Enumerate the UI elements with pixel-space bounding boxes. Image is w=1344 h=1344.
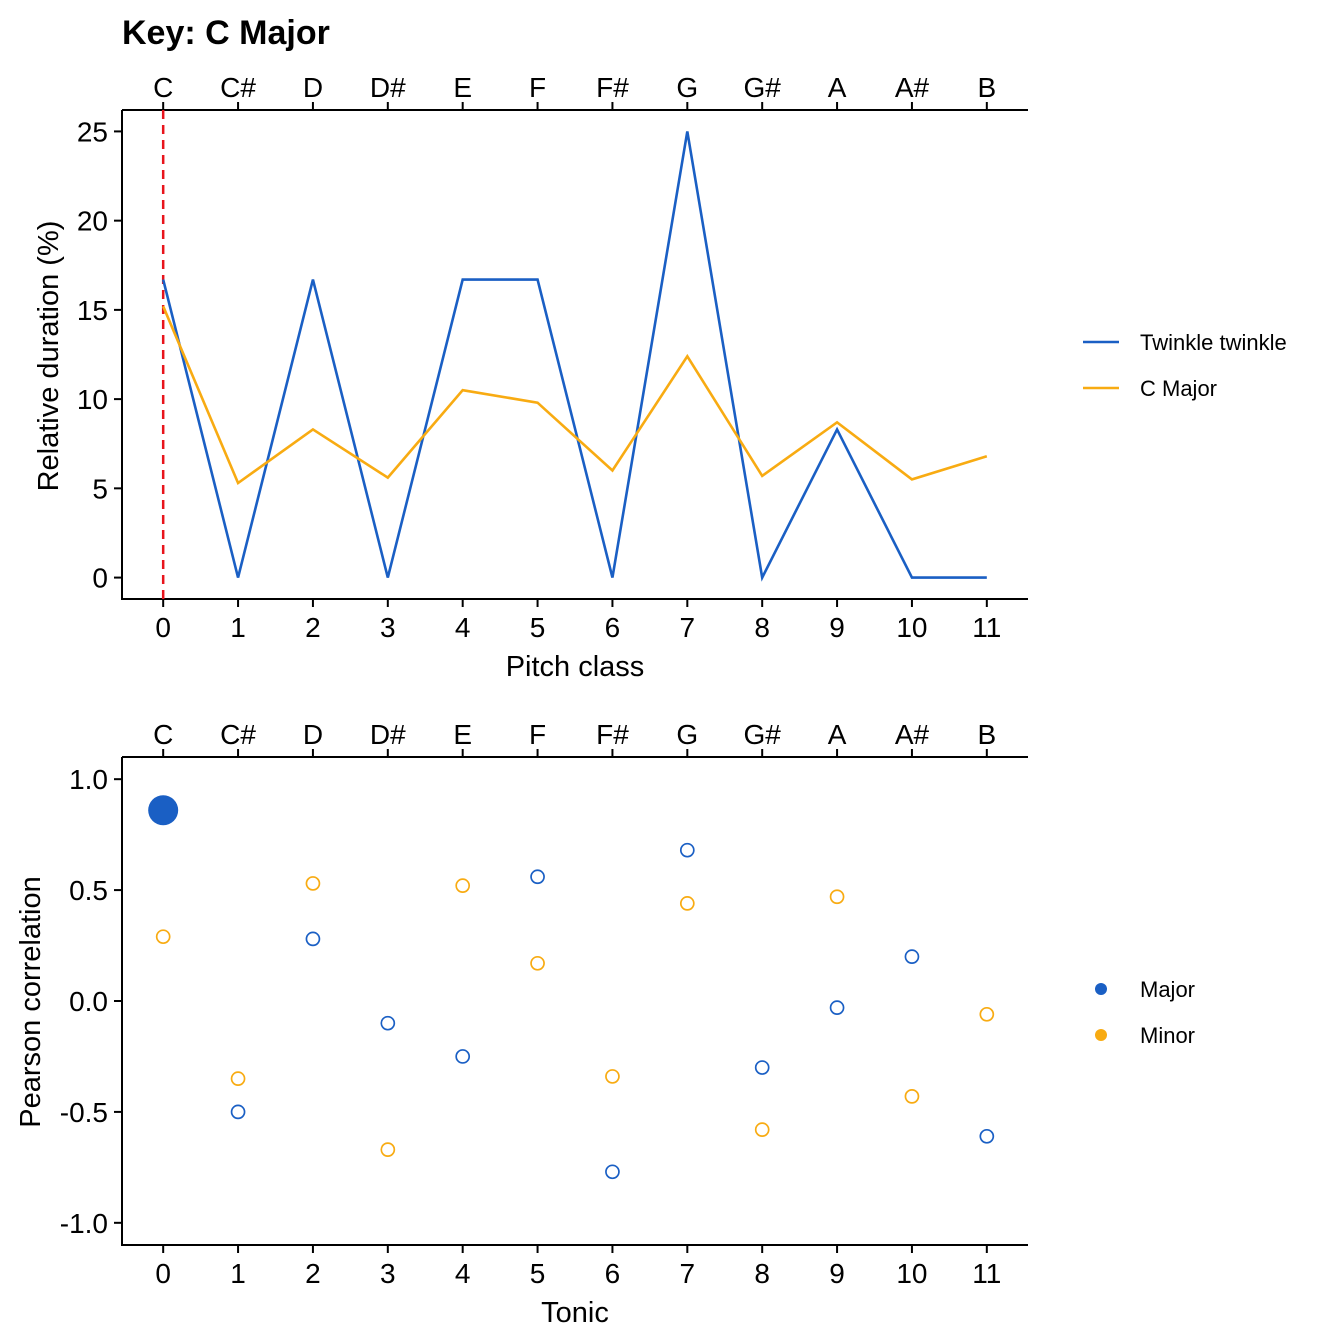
- top-tick-label: G: [676, 72, 698, 103]
- pitch-class-duration-chart: 0 C 1 C# 2 D 3 D# 4 E 5 F 6 F# 7 G 8 G# 9 A 10 A# 11 B 0 5 10 15 20 2…: [33, 72, 1287, 683]
- top-tick-label: G#: [744, 72, 782, 103]
- y-axis-title: Pearson correlation: [15, 876, 47, 1127]
- top-tick-label: A: [828, 72, 847, 103]
- y-tick-label: -0.5: [60, 1097, 108, 1128]
- x-tick-label: 8: [754, 1258, 770, 1289]
- x-tick-label: 4: [455, 1258, 471, 1289]
- x-tick-label: 1: [230, 1258, 246, 1289]
- x-tick-label: 3: [380, 1258, 396, 1289]
- top-tick-label: A#: [895, 719, 930, 750]
- x-tick-label: 0: [155, 612, 171, 643]
- top-tick-label: B: [977, 719, 996, 750]
- y-tick-label: 25: [77, 116, 108, 147]
- data-point-major: [904, 949, 920, 964]
- data-point-minor: [679, 896, 695, 911]
- top-tick-label: D#: [370, 719, 406, 750]
- x-tick-label: 11: [972, 1258, 1001, 1289]
- legend-label: Major: [1140, 977, 1195, 1002]
- legend-label: C Major: [1140, 376, 1217, 401]
- data-point-minor: [754, 1122, 770, 1138]
- data-point-minor: [904, 1089, 920, 1104]
- top-tick-label: F#: [596, 72, 629, 103]
- top-tick-label: D: [303, 72, 323, 103]
- top-tick-label: F#: [596, 719, 629, 750]
- x-tick-label: 0: [155, 1258, 171, 1289]
- x-axis-title: Tonic: [541, 1297, 609, 1329]
- key-correlation-chart: 0 C 1 C# 2 D 3 D# 4 E 5 F 6 F# 7 G 8 G# 9 A 10 A# 11 B -1.0 -0.5 0…: [15, 719, 1195, 1329]
- top-tick-label: E: [453, 719, 472, 750]
- x-tick-label: 1: [230, 612, 246, 643]
- series-line-c-major: [161, 305, 988, 485]
- data-point-minor: [155, 929, 171, 945]
- top-tick-label: A: [828, 719, 847, 750]
- x-axis-title: Pitch class: [506, 651, 645, 683]
- data-point-minor: [829, 889, 845, 905]
- legend-key-dot: [1095, 983, 1107, 995]
- data-point-minor: [305, 876, 321, 891]
- data-point-minor: [979, 1006, 995, 1022]
- x-tick-label: 9: [829, 1258, 845, 1289]
- y-tick-label: 0.0: [69, 986, 108, 1017]
- data-point-minor: [605, 1069, 620, 1084]
- data-point-major: [530, 869, 545, 885]
- top-tick-label: C: [153, 719, 173, 750]
- x-tick-label: 7: [680, 612, 696, 643]
- best-match-point: [148, 795, 179, 826]
- data-point-minor: [530, 955, 545, 971]
- chart-title: Key: C Major: [122, 14, 330, 52]
- x-tick-label: 10: [896, 612, 927, 643]
- top-tick-label: C: [153, 72, 173, 103]
- top-tick-label: F: [529, 72, 546, 103]
- data-point-minor: [380, 1142, 396, 1157]
- y-tick-label: 20: [77, 206, 108, 237]
- x-tick-label: 9: [829, 612, 845, 643]
- data-point-major: [829, 1000, 845, 1016]
- data-point-major: [305, 931, 321, 947]
- y-axis-title: Relative duration (%): [33, 221, 65, 492]
- top-tick-label: E: [453, 72, 472, 103]
- data-point-major: [455, 1049, 471, 1064]
- data-point-major: [605, 1164, 620, 1180]
- top-tick-label: D: [303, 719, 323, 750]
- x-tick-label: 10: [896, 1258, 927, 1289]
- data-point-major: [979, 1128, 995, 1144]
- x-tick-label: 6: [605, 1258, 621, 1289]
- data-point-major: [230, 1104, 246, 1120]
- x-tick-label: 5: [530, 1258, 546, 1289]
- y-tick-label: 15: [77, 295, 108, 326]
- x-tick-label: 6: [605, 612, 621, 643]
- y-tick-label: 0: [92, 563, 108, 594]
- top-tick-label: B: [977, 72, 996, 103]
- x-tick-label: 2: [305, 612, 321, 643]
- x-tick-label: 5: [530, 612, 546, 643]
- y-tick-label: -1.0: [60, 1208, 108, 1239]
- data-point-major: [380, 1015, 396, 1031]
- top-tick-label: G: [676, 719, 698, 750]
- top-tick-label: G#: [744, 719, 782, 750]
- legend-label: Minor: [1140, 1023, 1195, 1048]
- y-tick-label: 5: [92, 473, 108, 504]
- legend-label: Twinkle twinkle: [1140, 330, 1287, 355]
- y-tick-label: 10: [77, 384, 108, 415]
- y-tick-label: 1.0: [69, 764, 108, 795]
- top-tick-label: F: [529, 719, 546, 750]
- top-tick-label: A#: [895, 72, 930, 103]
- top-tick-label: D#: [370, 72, 406, 103]
- data-point-minor: [230, 1071, 246, 1086]
- top-tick-label: C#: [220, 719, 256, 750]
- x-tick-label: 7: [680, 1258, 696, 1289]
- x-tick-label: 11: [972, 612, 1001, 643]
- series-line-twinkle-twinkle: [161, 131, 987, 582]
- legend-key-dot: [1095, 1029, 1107, 1041]
- data-point-major: [679, 842, 695, 858]
- data-point-minor: [455, 878, 471, 894]
- y-tick-label: 0.5: [69, 875, 108, 906]
- x-tick-label: 4: [455, 612, 471, 643]
- top-tick-label: C#: [220, 72, 256, 103]
- x-tick-label: 3: [380, 612, 396, 643]
- data-point-major: [754, 1060, 770, 1075]
- x-tick-label: 8: [754, 612, 770, 643]
- x-tick-label: 2: [305, 1258, 321, 1289]
